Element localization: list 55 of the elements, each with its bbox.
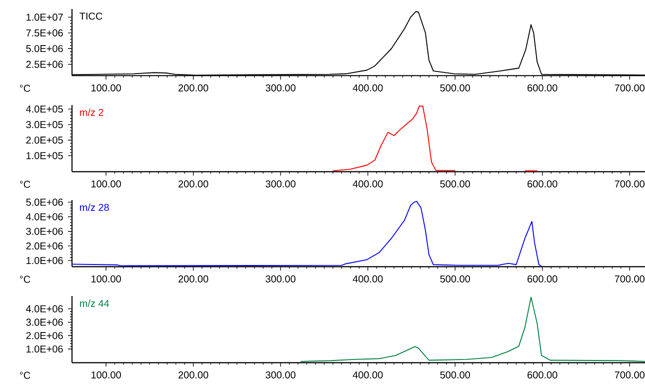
x-tick-label: 500.00: [440, 180, 470, 188]
x-tick-label: 300.00: [266, 371, 296, 378]
x-tick-label: 700.00: [614, 84, 645, 92]
x-tick-label: 300.00: [266, 180, 296, 188]
x-tick-label: 300.00: [266, 275, 296, 282]
y-tick-label: 4.0E+05: [26, 105, 63, 113]
text: m/z 44: [80, 300, 110, 307]
x-tick-label: 200.00: [178, 275, 208, 282]
text: TICC: [80, 12, 102, 20]
x-tick-label: 400.00: [352, 371, 383, 378]
y-tick-label: 1.0E+07: [26, 14, 63, 21]
x-tick-label: 700.00: [614, 180, 645, 188]
y-tick-label: 2.5E+06: [26, 60, 63, 68]
y-tick-label: 2.0E+06: [26, 332, 63, 340]
x-tick-label: 100.00: [92, 84, 121, 92]
x-tick-label: 600.00: [528, 84, 558, 92]
x-tick-label: 200.00: [178, 371, 208, 378]
x-axis-title: °C: [20, 276, 30, 283]
y-tick-label: 1.0E+06: [26, 256, 63, 264]
y-tick-label: 1.0E+05: [26, 152, 63, 160]
x-tick-label: 600.00: [528, 180, 558, 188]
y-tick-label: 7.5E+06: [26, 29, 63, 36]
x-tick-label: 200.00: [178, 84, 208, 92]
y-tick-label: 3.0E+05: [26, 121, 63, 128]
line-series: [300, 296, 645, 362]
text: m/z 28: [80, 204, 109, 211]
y-tick-label: 2.0E+06: [26, 242, 63, 250]
y-tick-label: 3.0E+06: [26, 318, 63, 326]
x-tick-label: 100.00: [92, 371, 121, 378]
x-tick-label: 700.00: [614, 371, 645, 378]
x-tick-label: 100.00: [92, 275, 121, 282]
x-tick-label: 200.00: [178, 180, 208, 188]
text: m/z 2: [80, 108, 104, 116]
x-tick-label: 400.00: [352, 180, 383, 188]
y-tick-label: 1.0E+06: [26, 345, 63, 353]
y-tick-label: 5.0E+06: [26, 198, 63, 206]
y-tick-label: 5.0E+06: [26, 45, 63, 52]
line-series: [72, 200, 542, 267]
y-tick-label: 2.0E+05: [26, 136, 63, 144]
x-tick-label: 300.00: [266, 84, 296, 92]
x-tick-label: 500.00: [440, 371, 470, 378]
x-axis-title: °C: [20, 84, 30, 92]
x-tick-label: 500.00: [440, 275, 470, 282]
x-tick-label: 600.00: [528, 275, 558, 282]
x-tick-label: 400.00: [352, 275, 383, 282]
x-tick-label: 400.00: [352, 84, 383, 92]
x-tick-label: 100.00: [92, 180, 121, 188]
x-tick-label: 700.00: [614, 275, 645, 282]
y-tick-label: 4.0E+06: [26, 305, 63, 312]
x-axis-title: °C: [20, 180, 30, 188]
x-tick-label: 500.00: [440, 84, 470, 92]
x-tick-label: 600.00: [528, 371, 558, 378]
y-tick-label: 4.0E+06: [26, 213, 63, 220]
y-tick-label: 3.0E+06: [26, 228, 63, 235]
x-axis-title: °C: [20, 372, 30, 379]
